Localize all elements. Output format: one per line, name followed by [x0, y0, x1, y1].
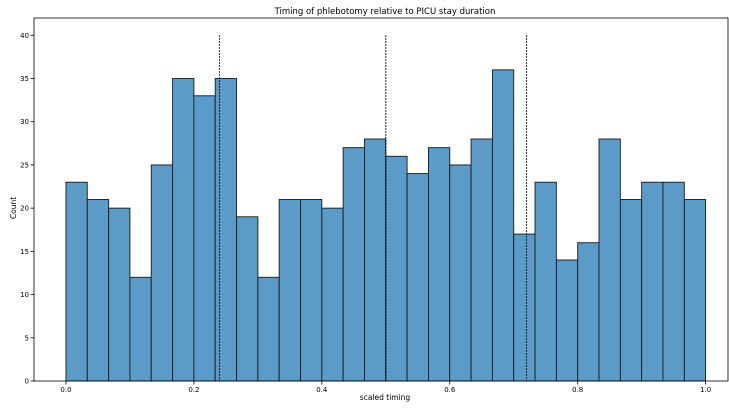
histogram-bar	[257, 276, 280, 382]
histogram-bar	[150, 164, 174, 382]
histogram-bar	[214, 78, 238, 382]
histogram-bar	[129, 276, 152, 382]
bars-group	[65, 69, 707, 382]
y-tick-label: 10	[20, 291, 29, 299]
y-ticks-group: 0 5 10 15 20 25 30 35 40	[20, 32, 34, 386]
histogram-bar	[108, 207, 131, 382]
histogram-bar	[470, 138, 493, 382]
histogram-bar	[278, 199, 301, 382]
y-tick-label: 30	[20, 118, 29, 126]
histogram-bar	[236, 216, 259, 382]
histogram-bar	[193, 95, 216, 382]
reference-lines-group	[218, 35, 528, 381]
histogram-bar	[428, 147, 451, 382]
x-axis-label: scaled timing	[360, 393, 411, 402]
y-tick-label: 0	[25, 378, 29, 386]
histogram-bar	[662, 181, 685, 382]
axes-group	[33, 17, 729, 382]
histogram-bar	[321, 207, 344, 382]
x-tick-label: 0.0	[60, 386, 71, 394]
histogram-bar	[86, 199, 110, 382]
y-tick-label: 35	[20, 75, 29, 83]
y-tick-label: 15	[20, 248, 29, 256]
histogram-bar	[406, 173, 429, 382]
histogram-bar	[641, 181, 664, 382]
x-tick-label: 0.6	[444, 386, 456, 394]
x-tick-label: 0.2	[188, 386, 199, 394]
plot-frame	[33, 17, 729, 382]
histogram-bar	[491, 69, 515, 382]
y-tick-label: 25	[20, 161, 29, 169]
histogram-bar	[683, 199, 707, 382]
y-tick-label: 40	[20, 32, 29, 40]
histogram-bar	[172, 78, 195, 382]
chart-title: Timing of phlebotomy relative to PICU st…	[274, 7, 496, 17]
x-tick-label: 1.0	[700, 386, 711, 394]
histogram-bar	[364, 138, 387, 382]
histogram-bar	[449, 164, 472, 382]
histogram-bar	[555, 259, 579, 382]
histogram-bar	[342, 147, 365, 382]
y-tick-label: 5	[25, 334, 29, 342]
x-tick-label: 0.8	[572, 386, 583, 394]
x-ticks-group: 0.0 0.2 0.4 0.6 0.8 1.0	[60, 381, 711, 394]
histogram-bar	[598, 138, 621, 382]
histogram-bar	[513, 233, 536, 382]
histogram-bar	[300, 199, 323, 382]
histogram-bar	[534, 181, 557, 382]
histogram-bar	[385, 155, 408, 382]
histogram-bar	[619, 199, 643, 382]
x-tick-label: 0.4	[316, 386, 328, 394]
y-tick-label: 20	[20, 205, 29, 213]
histogram-bar	[577, 242, 600, 382]
histogram-bar	[65, 181, 88, 382]
y-axis-label: Count	[9, 197, 18, 219]
